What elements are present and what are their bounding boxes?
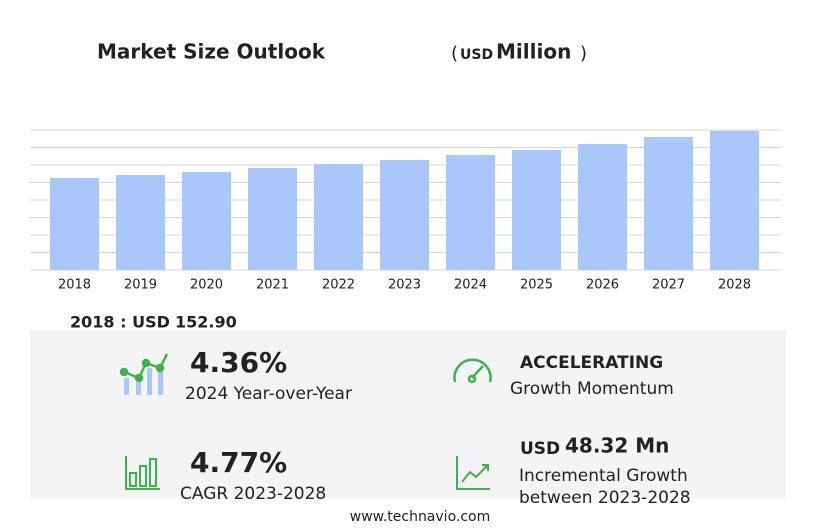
yoy-icon xyxy=(119,353,169,395)
momentum-icon xyxy=(453,358,492,384)
yoy-value: 4.36% xyxy=(190,346,287,379)
x-tick-label: 2021 xyxy=(256,278,289,293)
x-tick-label: 2024 xyxy=(454,278,487,293)
base-label: 2018 : USD xyxy=(70,313,170,332)
x-tick-label: 2025 xyxy=(520,278,553,293)
bar xyxy=(314,163,363,270)
unit-name: Million xyxy=(496,40,571,64)
bar xyxy=(380,159,429,270)
bar xyxy=(710,130,759,270)
bar xyxy=(644,136,693,270)
bar xyxy=(116,175,165,270)
bar xyxy=(512,149,561,270)
x-tick-label: 2020 xyxy=(190,278,223,293)
unit-open: ( xyxy=(451,43,458,64)
momentum-label: Growth Momentum xyxy=(510,379,674,399)
momentum-value: ACCELERATING xyxy=(520,353,663,373)
bar xyxy=(446,155,495,270)
x-tick-label: 2026 xyxy=(586,278,619,293)
cagr-value: 4.77% xyxy=(190,446,287,479)
bar xyxy=(50,178,99,270)
incremental-label: Incremental Growth xyxy=(519,466,688,486)
x-tick-label: 2019 xyxy=(124,278,157,293)
cagr-label: CAGR 2023-2028 xyxy=(180,484,326,504)
incremental-label: between 2023-2028 xyxy=(519,488,691,508)
x-tick-label: 2022 xyxy=(322,278,355,293)
chart-title: Market Size Outlook xyxy=(97,40,326,64)
incremental-icon xyxy=(456,456,490,490)
bar xyxy=(248,168,297,270)
incremental-value: 48.32 Mn xyxy=(565,434,669,458)
cagr-icon xyxy=(125,456,160,490)
yoy-label: 2024 Year-over-Year xyxy=(185,384,352,404)
incremental-currency: USD xyxy=(520,439,560,459)
bar xyxy=(182,171,231,270)
bar xyxy=(578,144,627,270)
unit-currency: USD xyxy=(460,47,493,63)
x-tick-label: 2027 xyxy=(652,278,685,293)
x-tick-label: 2018 xyxy=(58,278,91,293)
base-value: 152.90 xyxy=(175,313,237,332)
x-tick-label: 2023 xyxy=(388,278,421,293)
x-tick-label: 2028 xyxy=(718,278,751,293)
unit-close: ) xyxy=(580,43,587,64)
footer: www.technavio.com xyxy=(350,509,491,525)
